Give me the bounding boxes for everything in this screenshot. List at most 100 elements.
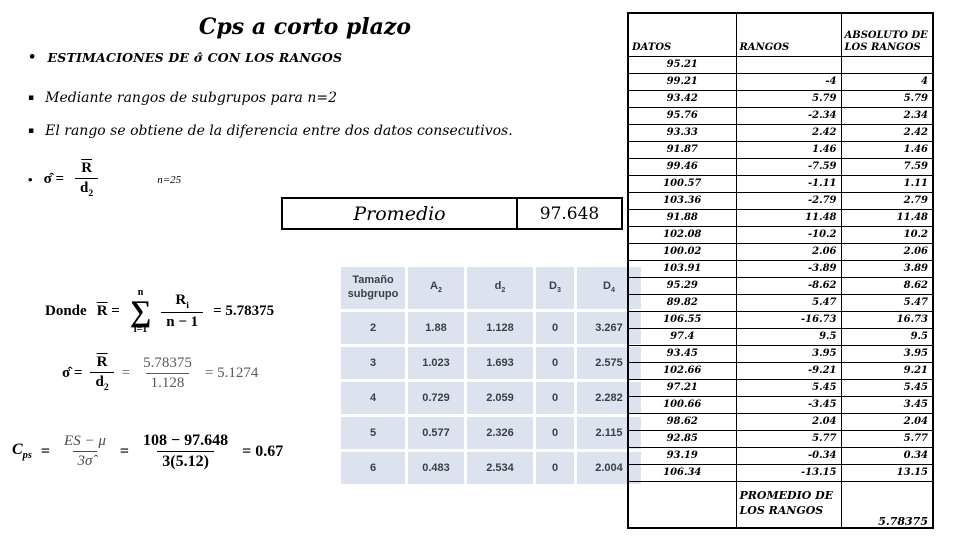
rbar-over-d2-fraction: R d2	[90, 354, 114, 393]
bullet-mediante-rangos: ▪ Mediante rangos de subgrupos para n=2	[28, 90, 337, 106]
bullet-square-icon: ▪	[28, 93, 35, 103]
factor-cell: 0.577	[408, 417, 464, 449]
formula-cps: Cps = ES − μ 3σ̂ = 108 − 97.648 3(5.12) …	[12, 432, 283, 471]
table-footer-row: PROMEDIO DE LOS RANGOS 5.78375	[627, 480, 934, 529]
table-row: 93.42 5.79 5.79	[627, 89, 934, 108]
rangos-cell: -13.15	[735, 463, 842, 482]
rangos-cell: 5.79	[735, 89, 842, 108]
table-row: 91.87 1.46 1.46	[627, 140, 934, 159]
numeric-fraction: 108 − 97.648 3(5.12)	[143, 432, 229, 470]
absoluto-cell: 11.48	[840, 208, 934, 227]
factor-cell: 1.88	[408, 312, 464, 344]
absoluto-cell: 3.89	[840, 259, 934, 278]
rangos-cell: -0.34	[735, 446, 842, 465]
numeric-fraction: 5.78375 1.128	[143, 355, 192, 391]
rangos-cell: -4	[735, 72, 842, 91]
datos-cell: 92.85	[627, 429, 737, 448]
absoluto-cell: 5.47	[840, 293, 934, 312]
formula-sigma-estimate: σ̂ = R d2 = 5.78375 1.128 = 5.1274	[62, 354, 258, 393]
datos-cell: 103.91	[627, 259, 737, 278]
absoluto-cell: 2.34	[840, 106, 934, 125]
es-mu-fraction: ES − μ 3σ̂	[64, 433, 106, 469]
page-title: Cps a corto plazo	[198, 14, 412, 40]
absoluto-cell: 7.59	[840, 157, 934, 176]
absoluto-cell: 2.06	[840, 242, 934, 261]
datos-cell: 106.34	[627, 463, 737, 482]
factor-cell: 5	[341, 417, 405, 449]
table-row: 95.76 -2.34 2.34	[627, 106, 934, 125]
factor-cell: 0	[536, 347, 574, 379]
equals-sign: =	[119, 442, 129, 460]
absoluto-cell: 16.73	[840, 310, 934, 329]
rbar-over-d2-fraction: R d2	[75, 160, 99, 199]
factor-cell: 0	[536, 417, 574, 449]
rangos-cell: -10.2	[735, 225, 842, 244]
datos-cell: 95.21	[627, 55, 737, 74]
header-rangos: RANGOS	[735, 12, 842, 57]
datos-cell: 106.55	[627, 310, 737, 329]
absoluto-cell: 3.95	[840, 344, 934, 363]
absoluto-cell: 5.45	[840, 378, 934, 397]
table-row: 93.19 -0.34 0.34	[627, 446, 934, 465]
factor-cell: 2.326	[467, 417, 533, 449]
bullet-text: ESTIMACIONES DE σ̂ CON LOS RANGOS	[47, 50, 343, 65]
sigma-hat-lhs: σ̂ =	[62, 365, 83, 381]
absoluto-cell: 2.79	[840, 191, 934, 210]
header-d2: d2	[467, 267, 533, 309]
table-header-row: DATOS RANGOS ABSOLUTO DE LOS RANGOS	[627, 12, 934, 57]
promedio-box: Promedio 97.648	[281, 197, 623, 230]
rangos-cell: -2.79	[735, 191, 842, 210]
rangos-cell: 5.45	[735, 378, 842, 397]
table-row: 102.08 -10.2 10.2	[627, 225, 934, 244]
table-row: 89.82 5.47 5.47	[627, 293, 934, 312]
header-absoluto-rangos: ABSOLUTO DE LOS RANGOS	[840, 12, 934, 57]
bullet-dot-icon: •	[28, 50, 37, 65]
table-row: 5 0.577 2.326 0 2.115	[341, 417, 641, 449]
rbar-lhs: R =	[96, 303, 120, 319]
absoluto-cell: 9.5	[840, 327, 934, 346]
factor-cell: 0	[536, 382, 574, 414]
rangos-cell: 1.46	[735, 140, 842, 159]
absoluto-cell: 5.77	[840, 429, 934, 448]
sigma-hat-lhs: σ̂ =	[43, 171, 65, 187]
datos-cell: 93.42	[627, 89, 737, 108]
table-row: 98.62 2.04 2.04	[627, 412, 934, 431]
datos-cell: 95.76	[627, 106, 737, 125]
rangos-cell: 2.04	[735, 412, 842, 431]
table-row: 100.02 2.06 2.06	[627, 242, 934, 261]
datos-cell: 95.29	[627, 276, 737, 295]
factor-cell: 1.128	[467, 312, 533, 344]
table-row: 6 0.483 2.534 0 2.004	[341, 452, 641, 484]
rangos-cell: 5.77	[735, 429, 842, 448]
table-row: 93.33 2.42 2.42	[627, 123, 934, 142]
rangos-cell: 9.5	[735, 327, 842, 346]
bullet-text: Mediante rangos de subgrupos para n=2	[45, 90, 337, 106]
sigma-result: = 5.1274	[204, 365, 259, 381]
datos-cell: 93.19	[627, 446, 737, 465]
rangos-cell: -3.45	[735, 395, 842, 414]
rangos-cell: -16.73	[735, 310, 842, 329]
datos-cell: 100.02	[627, 242, 737, 261]
table-row: 3 1.023 1.693 0 2.575	[341, 347, 641, 379]
absoluto-cell: 10.2	[840, 225, 934, 244]
table-row: 100.57 -1.11 1.11	[627, 174, 934, 193]
table-row: 100.66 -3.45 3.45	[627, 395, 934, 414]
rangos-cell: 2.06	[735, 242, 842, 261]
rangos-cell	[735, 55, 842, 74]
absoluto-cell: 8.62	[840, 276, 934, 295]
datos-cell: 103.36	[627, 191, 737, 210]
rangos-cell: -2.34	[735, 106, 842, 125]
ri-over-n-1-fraction: Ri n − 1	[161, 292, 204, 331]
factor-cell: 0	[536, 452, 574, 484]
table-row: 99.46 -7.59 7.59	[627, 157, 934, 176]
cps-lhs: Cps	[12, 441, 32, 462]
absoluto-cell: 2.42	[840, 123, 934, 142]
table-row: 97.4 9.5 9.5	[627, 327, 934, 346]
table-row: 95.29 -8.62 8.62	[627, 276, 934, 295]
datos-cell: 93.45	[627, 344, 737, 363]
table-header-row: Tamaño subgrupo A2 d2 D3 D4	[341, 267, 641, 309]
datos-cell: 99.21	[627, 72, 737, 91]
donde-word: Donde	[45, 303, 87, 319]
equals-sign: =	[121, 365, 131, 381]
rangos-cell: 3.95	[735, 344, 842, 363]
